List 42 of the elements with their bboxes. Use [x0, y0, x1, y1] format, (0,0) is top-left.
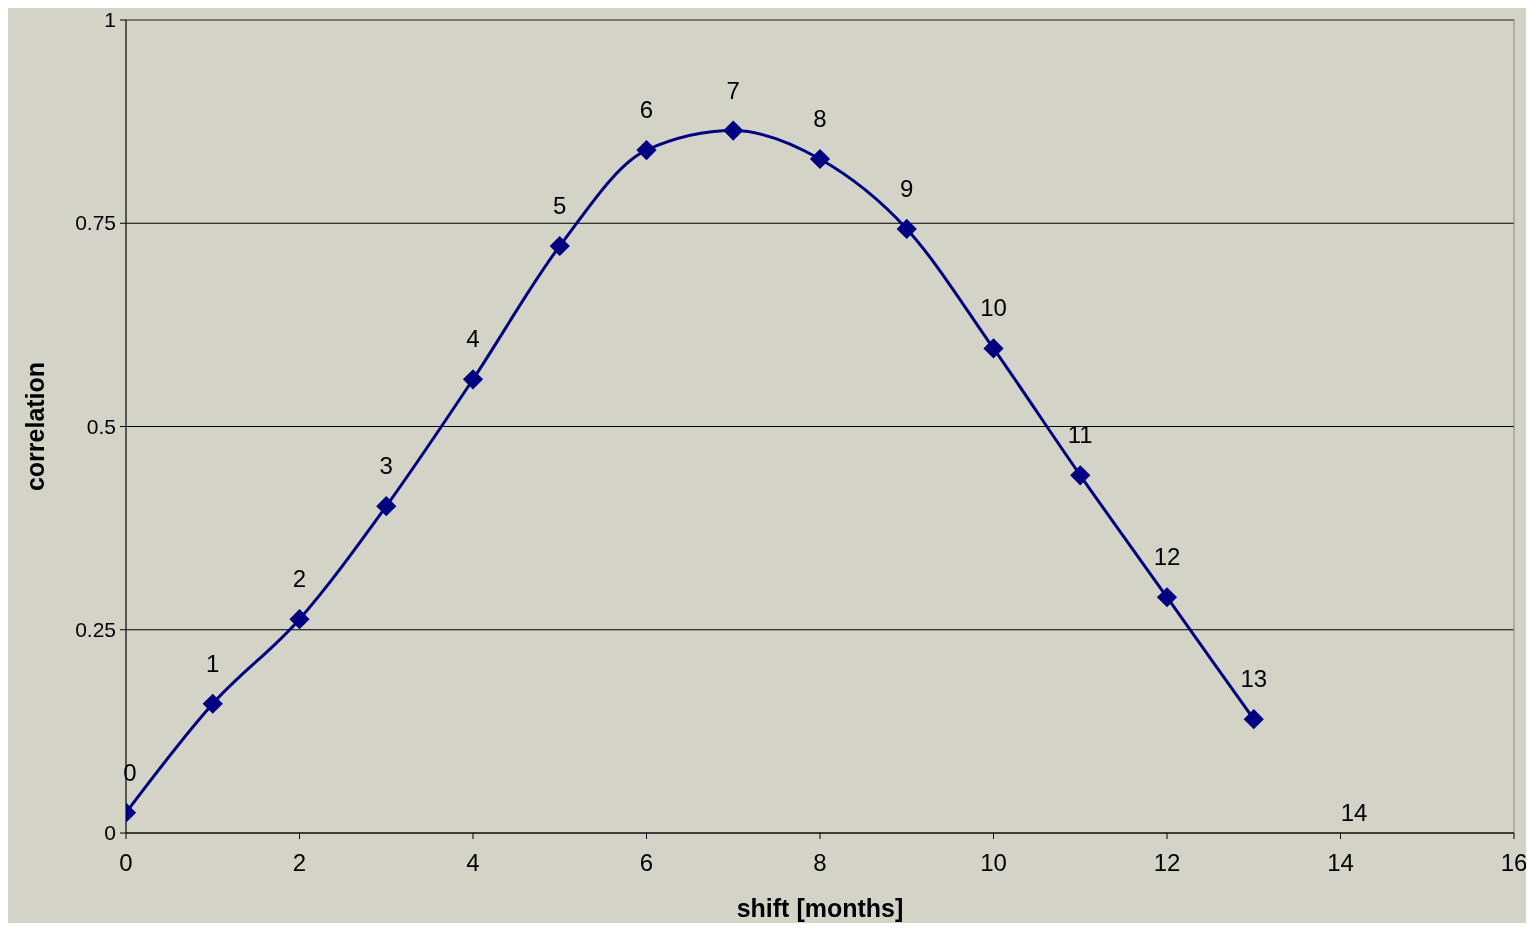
annotation: 7	[726, 76, 740, 104]
point	[202, 693, 223, 714]
x-axis-title: shift [months]	[736, 894, 904, 922]
annotation: 13	[1240, 665, 1268, 693]
y-tick-label: 0.25	[75, 617, 116, 641]
x-tick-label: 2	[292, 849, 307, 876]
annotation: 2	[292, 565, 307, 593]
point	[462, 369, 484, 390]
point	[636, 139, 657, 161]
x-tick-label: 8	[813, 849, 827, 876]
y-tick-label: 0.75	[75, 211, 116, 235]
point	[723, 120, 744, 141]
point	[376, 496, 397, 517]
annotation: 3	[379, 452, 393, 480]
annotation: 10	[980, 294, 1007, 322]
point	[896, 218, 917, 240]
point	[1156, 587, 1178, 608]
annotation: 14	[1340, 799, 1368, 826]
x-tick-label: 12	[1153, 849, 1181, 876]
point	[289, 609, 310, 630]
annotation: 4	[466, 325, 480, 353]
point	[549, 235, 570, 257]
x-tick-label: 4	[466, 849, 480, 876]
x-tick-label: 6	[639, 849, 654, 876]
x-tick-label: 16	[1500, 849, 1528, 876]
x-tick-label: 10	[980, 849, 1007, 876]
point	[983, 338, 1004, 359]
point	[1243, 709, 1264, 730]
point	[1070, 465, 1091, 486]
y-tick-label: 0	[104, 821, 116, 844]
annotation: 6	[639, 96, 654, 124]
x-tick-label: 14	[1327, 849, 1354, 876]
y-tick-label: 1	[104, 8, 116, 31]
y-tick-label: 0.5	[86, 414, 116, 438]
point	[809, 148, 831, 170]
annotation: 8	[813, 105, 827, 133]
annotation: 9	[900, 174, 914, 202]
annotation: 11	[1067, 421, 1093, 449]
y-axis-title: correlation	[21, 361, 49, 492]
annotation: 1	[206, 649, 220, 677]
annotation: 12	[1153, 543, 1181, 571]
annotation: 5	[553, 192, 567, 220]
